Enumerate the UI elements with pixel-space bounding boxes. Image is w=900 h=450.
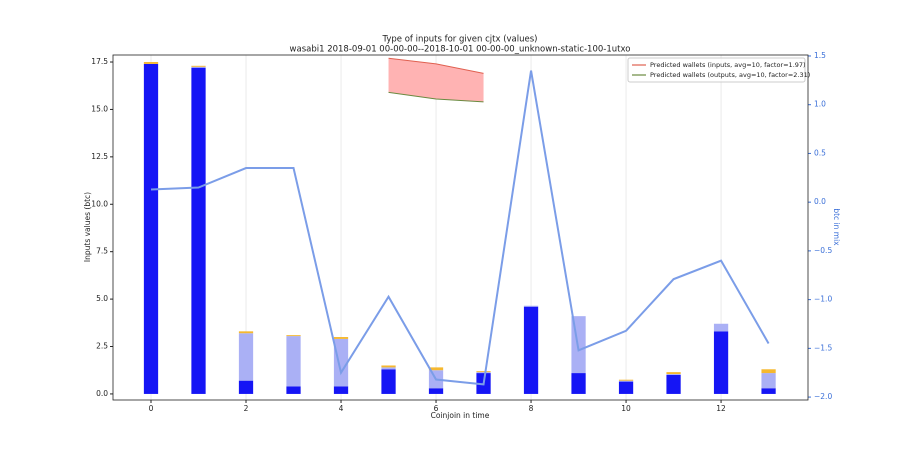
bar-segment [286, 335, 301, 337]
x-tick-label: 10 [621, 404, 631, 413]
bar-segment [761, 369, 776, 374]
bar-segment [618, 380, 634, 382]
bar-segment [143, 62, 159, 64]
bar-segment [381, 365, 396, 368]
y2-tick-label: 0.0 [814, 197, 826, 206]
bar-segment [666, 372, 681, 375]
x-tick-label: 4 [339, 404, 344, 413]
y-tick-label: 12.5 [91, 152, 108, 161]
legend-label: Predicted wallets (inputs, avg=10, facto… [650, 61, 806, 69]
chart-title: Type of inputs for given cjtx (values) [382, 35, 538, 45]
chart-subtitle: wasabi1 2018-09-01 00-00-00--2018-10-01 … [290, 45, 631, 55]
bar-segment [476, 372, 491, 374]
bar-segment [428, 388, 444, 394]
y2-tick-label: −1.5 [814, 343, 832, 352]
bar-segment [618, 381, 634, 394]
bar-segment [713, 323, 729, 332]
bar-segment [761, 373, 776, 389]
x-tick-label: 2 [244, 404, 249, 413]
bar-segment [238, 331, 254, 334]
x-axis-label: Coinjoin in time [431, 411, 490, 420]
bar-segment [713, 331, 729, 394]
prediction-line [388, 57, 484, 74]
y2-tick-label: 0.5 [814, 148, 826, 157]
y-tick-label: 7.5 [96, 247, 108, 256]
legend-label: Predicted wallets (outputs, avg=10, fact… [650, 71, 810, 79]
bar-segment [666, 374, 681, 375]
legend-box [627, 57, 806, 83]
bar-segment [286, 336, 301, 387]
x-tick-label: 6 [434, 404, 439, 413]
y-tick-label: 5.0 [96, 294, 108, 303]
bar-segment [191, 66, 206, 68]
bar-segment [143, 63, 159, 394]
y2-tick-label: 1.5 [814, 51, 826, 60]
bar-segment [428, 367, 444, 371]
bar-segment [191, 65, 206, 67]
mix-line [150, 70, 770, 386]
y-tick-label: 2.5 [96, 342, 108, 351]
bar-segment [381, 369, 396, 394]
prediction-line [388, 91, 484, 103]
y2-tick-label: −2.0 [814, 392, 832, 401]
bar-segment [333, 338, 349, 387]
x-tick-label: 0 [149, 404, 154, 413]
y-tick-label: 17.5 [91, 57, 108, 66]
y2-axis-label: btc in mix [832, 208, 841, 246]
y2-tick-label: −1.0 [814, 295, 832, 304]
bar-segment [523, 306, 539, 394]
x-tick-label: 12 [716, 404, 726, 413]
bar-segment [761, 388, 776, 394]
bar-segment [286, 386, 301, 394]
bar-segment [381, 367, 396, 370]
plot-frame [112, 54, 809, 401]
bar-segment [238, 380, 254, 394]
y-tick-label: 15.0 [91, 104, 108, 113]
prediction-area [388, 58, 484, 102]
y2-tick-label: −0.5 [814, 246, 832, 255]
bar-segment [191, 67, 206, 394]
y-tick-label: 0.0 [96, 389, 108, 398]
bar-segment [571, 373, 586, 394]
bar-segment [476, 371, 491, 373]
bar-segment [333, 386, 349, 394]
bar-segment [618, 379, 634, 381]
bar-segment [238, 333, 254, 381]
y2-tick-label: 1.0 [814, 100, 826, 109]
y-axis-label: Inputs values (btc) [83, 192, 92, 262]
bar-segment [666, 374, 681, 394]
y-tick-label: 10.0 [91, 199, 108, 208]
bar-segment [333, 337, 349, 339]
bar-segment [523, 305, 539, 307]
x-tick-label: 8 [529, 404, 534, 413]
